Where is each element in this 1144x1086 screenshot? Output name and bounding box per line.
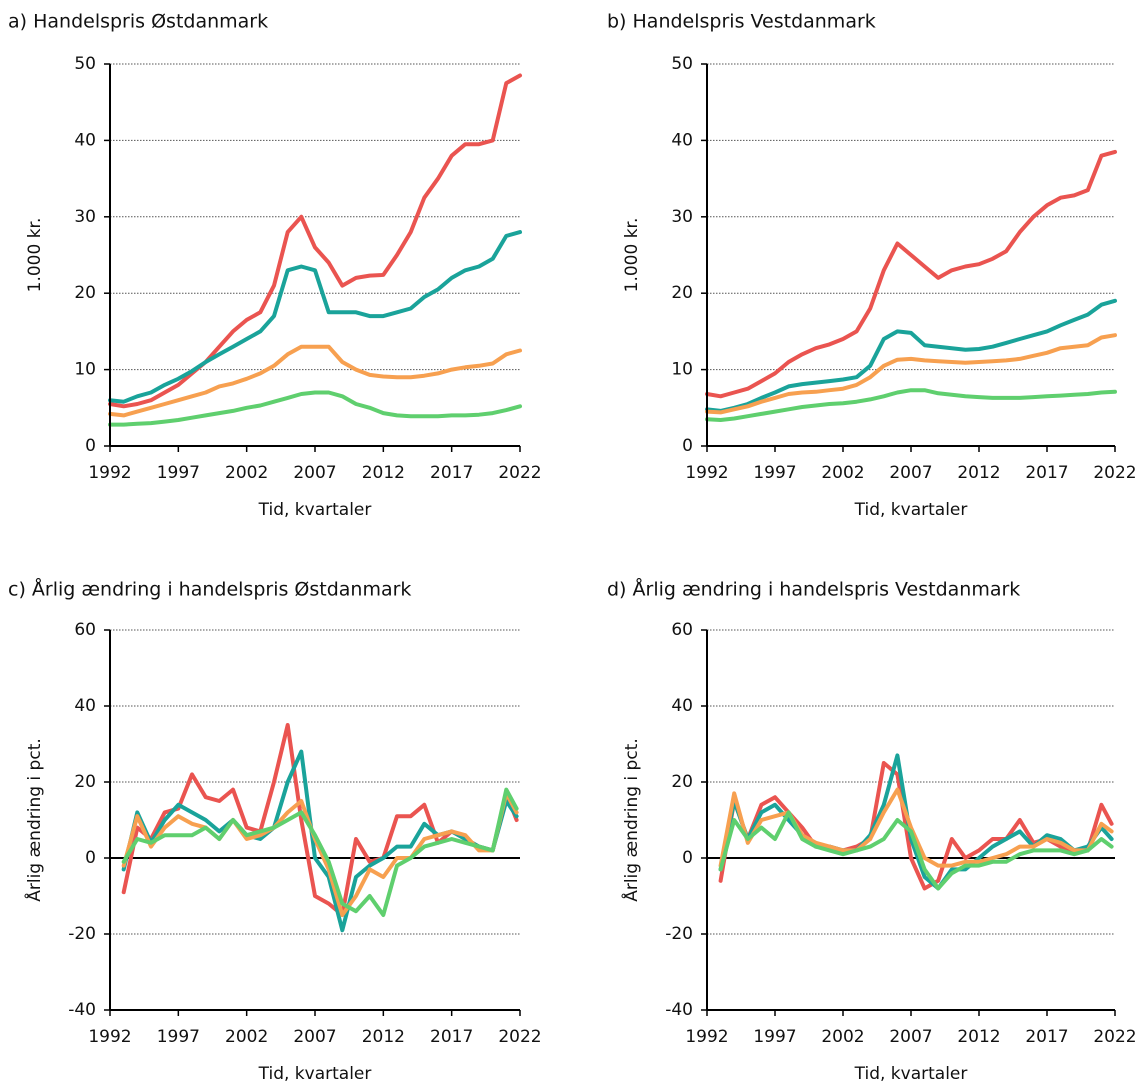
y-tick-label: 30 [74, 207, 96, 227]
y-tick-label: 20 [671, 283, 693, 303]
x-tick-label: 2012 [362, 1027, 405, 1047]
x-axis-label: Tid, kvartaler [258, 1064, 372, 1084]
x-tick-label: 1992 [88, 1027, 131, 1047]
y-tick-label: -40 [665, 1000, 693, 1020]
x-tick-label: 1997 [157, 463, 200, 483]
series-line [705, 149, 1117, 399]
x-tick-label: 1992 [685, 463, 728, 483]
x-tick-label: 2012 [957, 463, 1000, 483]
chart-title: d) Årlig ændring i handelspris Vestdanma… [607, 578, 1020, 601]
x-tick-label: 2002 [225, 1027, 268, 1047]
chart-title: a) Handelspris Østdanmark [8, 11, 268, 33]
x-tick-label: 2007 [293, 1027, 336, 1047]
y-tick-label: 30 [671, 207, 693, 227]
x-tick-label: 2022 [1093, 1027, 1136, 1047]
x-tick-label: 2012 [957, 1027, 1000, 1047]
y-tick-label: 40 [74, 696, 96, 716]
y-tick-label: 0 [682, 848, 693, 868]
x-axis-label: Tid, kvartaler [258, 500, 372, 520]
series-line [718, 810, 1114, 891]
y-axis-label: Årlig ændring i pct. [23, 738, 45, 902]
x-tick-label: 1992 [685, 1027, 728, 1047]
x-tick-label: 2022 [498, 1027, 541, 1047]
series-line [705, 333, 1117, 415]
y-tick-label: 40 [74, 130, 96, 150]
x-axis-label: Tid, kvartaler [854, 1064, 968, 1084]
x-tick-label: 2002 [821, 463, 864, 483]
y-tick-label: 10 [671, 360, 693, 380]
series-line [108, 390, 522, 427]
x-tick-label: 2002 [225, 463, 268, 483]
y-axis-label: Årlig ændring i pct. [620, 738, 642, 902]
series-line [108, 230, 522, 404]
x-tick-label: 2017 [430, 463, 473, 483]
y-tick-label: -20 [68, 924, 96, 944]
x-tick-label: 1997 [157, 1027, 200, 1047]
x-tick-label: 2007 [293, 463, 336, 483]
series-line [121, 791, 519, 917]
x-tick-label: 2017 [1025, 1027, 1068, 1047]
y-axis-label: 1.000 kr. [25, 218, 45, 293]
x-tick-label: 2007 [889, 1027, 932, 1047]
x-tick-label: 2017 [1025, 463, 1068, 483]
y-tick-label: 50 [671, 54, 693, 74]
y-tick-label: 40 [671, 696, 693, 716]
y-tick-label: -40 [68, 1000, 96, 1020]
x-axis-label: Tid, kvartaler [854, 500, 968, 520]
y-tick-label: 0 [682, 436, 693, 456]
x-tick-label: 2017 [430, 1027, 473, 1047]
x-tick-label: 2012 [362, 463, 405, 483]
x-tick-label: 2022 [498, 463, 541, 483]
series-line [121, 787, 519, 917]
series-line [705, 298, 1117, 413]
series-line [705, 388, 1117, 422]
y-tick-label: 40 [671, 130, 693, 150]
y-tick-label: 20 [671, 772, 693, 792]
y-tick-label: 60 [671, 620, 693, 640]
y-tick-label: 50 [74, 54, 96, 74]
x-tick-label: 2022 [1093, 463, 1136, 483]
y-tick-label: 20 [74, 772, 96, 792]
x-tick-label: 2002 [821, 1027, 864, 1047]
series-line [108, 344, 522, 418]
y-tick-label: 0 [85, 436, 96, 456]
y-tick-label: 0 [85, 848, 96, 868]
y-tick-label: 60 [74, 620, 96, 640]
x-tick-label: 1997 [753, 463, 796, 483]
chart-title: b) Handelspris Vestdanmark [607, 11, 876, 33]
x-tick-label: 1992 [88, 463, 131, 483]
y-tick-label: 10 [74, 360, 96, 380]
y-tick-label: -20 [665, 924, 693, 944]
x-tick-label: 2007 [889, 463, 932, 483]
series-line [108, 73, 522, 409]
y-tick-label: 20 [74, 283, 96, 303]
x-tick-label: 1997 [753, 1027, 796, 1047]
chart-title: c) Årlig ændring i handelspris Østdanmar… [8, 578, 411, 601]
y-axis-label: 1.000 kr. [622, 218, 642, 293]
